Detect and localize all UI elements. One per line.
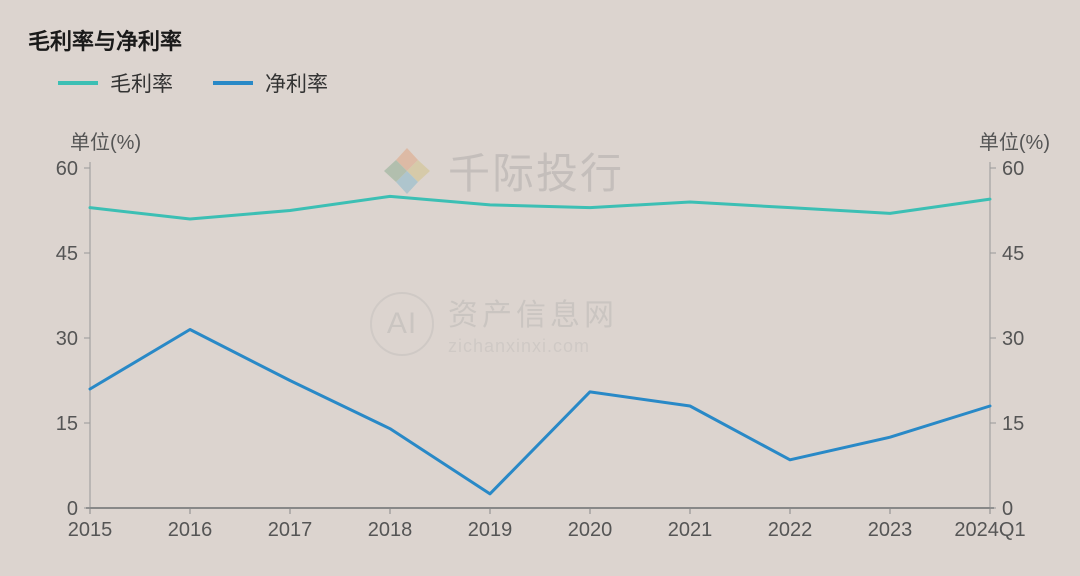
legend-label-gross: 毛利率 [110, 68, 173, 98]
y-tick-right: 15 [1002, 413, 1024, 435]
legend-swatch-gross [58, 81, 98, 85]
x-tick: 2016 [168, 519, 213, 541]
legend-swatch-net [213, 81, 253, 85]
legend-item-net: 净利率 [213, 68, 328, 98]
y-tick-right: 0 [1002, 498, 1013, 520]
x-tick: 2023 [868, 519, 913, 541]
legend-item-gross: 毛利率 [58, 68, 173, 98]
legend-label-net: 净利率 [265, 68, 328, 98]
x-tick: 2021 [668, 519, 713, 541]
y-axis-label-left: 单位(%) [70, 126, 141, 155]
x-tick: 2020 [568, 519, 613, 541]
series-净利率 [90, 330, 990, 494]
x-tick: 2019 [468, 519, 513, 541]
y-tick-right: 30 [1002, 328, 1024, 350]
y-tick-right: 60 [1002, 158, 1024, 180]
series-毛利率 [90, 196, 990, 219]
x-tick: 2024Q1 [954, 519, 1025, 541]
y-tick-right: 45 [1002, 243, 1024, 265]
y-tick-left: 45 [56, 243, 78, 265]
x-tick: 2022 [768, 519, 813, 541]
x-tick: 2018 [368, 519, 413, 541]
y-tick-left: 60 [56, 158, 78, 180]
legend: 毛利率 净利率 [58, 68, 328, 98]
y-tick-left: 0 [67, 498, 78, 520]
y-tick-left: 30 [56, 328, 78, 350]
x-tick: 2017 [268, 519, 313, 541]
line-chart-svg: 0 0 15 15 30 30 45 45 60 60 2015 2016 2017 2018 2019 20… [30, 158, 1050, 548]
chart-title: 毛利率与净利率 [28, 24, 182, 56]
y-axis-label-right: 单位(%) [979, 126, 1050, 155]
y-tick-left: 15 [56, 413, 78, 435]
chart-area: 0 0 15 15 30 30 45 45 60 60 2015 2016 2017 2018 2019 20… [30, 158, 1050, 548]
x-tick: 2015 [68, 519, 113, 541]
